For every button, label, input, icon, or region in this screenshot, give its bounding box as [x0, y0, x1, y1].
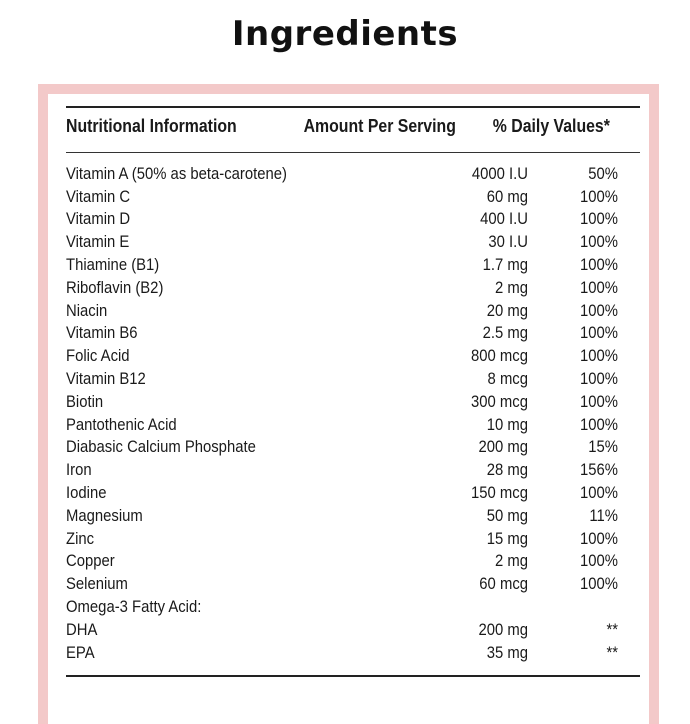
daily-value: 100%	[580, 370, 618, 389]
header-amount-per-serving: Amount Per Serving	[303, 116, 456, 136]
daily-value: 15%	[588, 438, 618, 457]
amount-per-serving: 1.7 mg	[482, 256, 528, 275]
amount-per-serving: 35 mg	[486, 643, 528, 662]
amount-per-serving: 60 mcg	[479, 575, 528, 594]
table-row: Pantothenic Acid 10 mg 100%	[66, 414, 640, 437]
daily-value: 100%	[580, 301, 618, 320]
nutrient-name: Niacin	[66, 301, 108, 320]
table-row: Copper 2 mg 100%	[66, 551, 640, 574]
amount-per-serving: 20 mg	[486, 301, 528, 320]
table-row: Iron 28 mg 156%	[66, 459, 640, 482]
table-header: Nutritional Information Amount Per Servi…	[66, 116, 640, 146]
table-row: Vitamin E 30 I.U 100%	[66, 231, 640, 254]
nutrient-name: Diabasic Calcium Phosphate	[66, 438, 256, 457]
header-nutritional-information: Nutritional Information	[66, 116, 237, 136]
nutrient-name: Vitamin B6	[66, 324, 138, 343]
table-row: Iodine 150 mcg 100%	[66, 482, 640, 505]
table-row: DHA 200 mg **	[66, 619, 640, 642]
daily-value: 100%	[580, 324, 618, 343]
amount-per-serving: 300 mcg	[471, 392, 528, 411]
table-header-rule	[66, 152, 640, 153]
daily-value: 11%	[589, 506, 618, 525]
nutrient-name: Vitamin C	[66, 187, 131, 206]
amount-per-serving: 2 mg	[494, 278, 528, 297]
daily-value: 100%	[580, 210, 618, 229]
amount-per-serving: 4000 I.U	[471, 164, 528, 183]
page-title: Ingredients	[231, 14, 459, 54]
table-bottom-rule	[66, 675, 640, 677]
daily-value: 100%	[580, 392, 618, 411]
nutrient-name: EPA	[66, 643, 95, 662]
nutrient-name: Magnesium	[66, 506, 143, 525]
amount-per-serving: 28 mg	[486, 461, 528, 480]
nutrient-name: Vitamin A (50% as beta-carotene)	[66, 164, 287, 183]
amount-per-serving: 2 mg	[494, 552, 528, 571]
nutrient-name: Selenium	[66, 575, 128, 594]
amount-per-serving: 200 mg	[478, 438, 528, 457]
header-daily-values: % Daily Values*	[492, 116, 610, 136]
daily-value: 100%	[580, 233, 618, 252]
table-row: Vitamin B12 8 mcg 100%	[66, 368, 640, 391]
table-row: Riboflavin (B2) 2 mg 100%	[66, 277, 640, 300]
table-row: Vitamin A (50% as beta-carotene) 4000 I.U…	[66, 163, 640, 186]
table-row: Vitamin B6 2.5 mg 100%	[66, 323, 640, 346]
table-row: Zinc 15 mg 100%	[66, 528, 640, 551]
table-row: EPA 35 mg **	[66, 642, 640, 665]
daily-value: 100%	[580, 278, 618, 297]
amount-per-serving: 200 mg	[478, 620, 528, 639]
nutrient-name: Vitamin D	[66, 210, 131, 229]
table-row: Niacin 20 mg 100%	[66, 300, 640, 323]
amount-per-serving: 15 mg	[486, 529, 528, 548]
daily-value: **	[606, 620, 618, 639]
amount-per-serving: 60 mg	[486, 187, 528, 206]
pink-frame	[38, 84, 659, 724]
daily-value: 100%	[580, 415, 618, 434]
table-row: Selenium 60 mcg 100%	[66, 573, 640, 596]
amount-per-serving: 10 mg	[486, 415, 528, 434]
daily-value: 100%	[580, 529, 618, 548]
nutrient-name: Biotin	[66, 392, 104, 411]
daily-value: 100%	[580, 256, 618, 275]
nutrient-name: Pantothenic Acid	[66, 415, 177, 434]
nutrient-name: Riboflavin (B2)	[66, 278, 164, 297]
daily-value: 100%	[580, 187, 618, 206]
amount-per-serving: 400 I.U	[480, 210, 528, 229]
nutrient-name: Zinc	[66, 529, 95, 548]
nutrient-name: Vitamin B12	[66, 370, 146, 389]
daily-value: 50%	[588, 164, 618, 183]
nutrient-name: Omega-3 Fatty Acid:	[66, 598, 202, 617]
amount-per-serving: 150 mcg	[471, 484, 528, 503]
daily-value: 100%	[580, 347, 618, 366]
table-row: Vitamin C 60 mg 100%	[66, 186, 640, 209]
table-row: Magnesium 50 mg 11%	[66, 505, 640, 528]
amount-per-serving: 800 mcg	[471, 347, 528, 366]
table-row: Omega-3 Fatty Acid:	[66, 596, 640, 619]
amount-per-serving: 8 mcg	[487, 370, 528, 389]
nutrient-name: Copper	[66, 552, 115, 571]
daily-value: 100%	[580, 575, 618, 594]
amount-per-serving: 50 mg	[486, 506, 528, 525]
daily-value: 156%	[580, 461, 618, 480]
table-row: Vitamin D 400 I.U 100%	[66, 209, 640, 232]
table-top-rule	[66, 106, 640, 108]
table-row: Folic Acid 800 mcg 100%	[66, 345, 640, 368]
nutrition-table: Nutritional Information Amount Per Servi…	[66, 106, 640, 665]
amount-per-serving: 30 I.U	[488, 233, 528, 252]
nutrient-name: Folic Acid	[66, 347, 130, 366]
nutrient-name: Iron	[66, 461, 92, 480]
nutrient-name: Iodine	[66, 484, 107, 503]
amount-per-serving: 2.5 mg	[482, 324, 528, 343]
table-row: Diabasic Calcium Phosphate 200 mg 15%	[66, 437, 640, 460]
daily-value: 100%	[580, 484, 618, 503]
nutrient-name: Thiamine (B1)	[66, 256, 160, 275]
nutrient-name: DHA	[66, 620, 98, 639]
daily-value: 100%	[580, 552, 618, 571]
table-row: Biotin 300 mcg 100%	[66, 391, 640, 414]
daily-value: **	[606, 643, 618, 662]
nutrient-name: Vitamin E	[66, 233, 130, 252]
table-row: Thiamine (B1) 1.7 mg 100%	[66, 254, 640, 277]
table-body: Vitamin A (50% as beta-carotene) 4000 I.U…	[66, 163, 640, 665]
